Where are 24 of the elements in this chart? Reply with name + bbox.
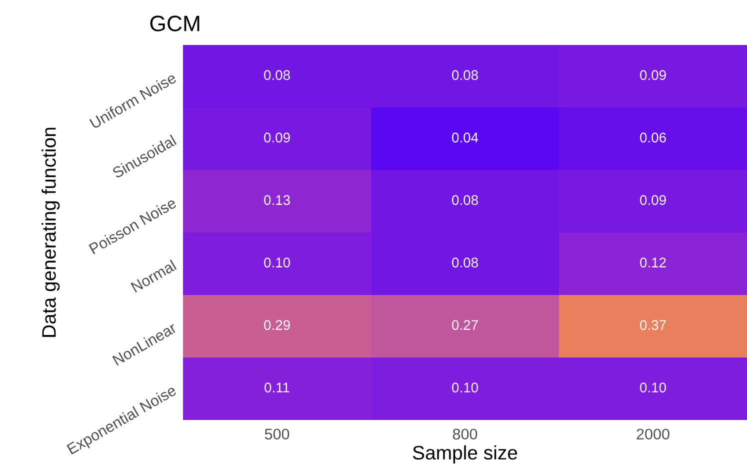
- data-label: 0.12: [640, 258, 666, 268]
- data-label: 0.09: [640, 70, 666, 80]
- data-label: 0.10: [640, 382, 666, 392]
- y-axis-title: Data generating function: [42, 128, 60, 337]
- data-label: 0.08: [264, 70, 290, 80]
- x-axis-title: Sample size: [412, 445, 518, 464]
- data-label: 0.37: [640, 320, 666, 330]
- data-label: 0.10: [264, 258, 290, 268]
- data-label: 0.08: [452, 70, 478, 80]
- data-label: 0.08: [452, 258, 478, 268]
- data-label: 0.04: [452, 132, 478, 142]
- data-label: 0.09: [640, 195, 666, 205]
- data-label: 0.08: [452, 195, 478, 205]
- chart-title: GCM: [150, 16, 200, 32]
- data-label: 0.29: [264, 320, 290, 330]
- data-label: 0.09: [264, 132, 290, 142]
- x-tick-label: 2000: [636, 428, 670, 440]
- x-tick-label: 500: [264, 428, 290, 440]
- data-label: 0.10: [452, 382, 478, 392]
- data-label: 0.11: [264, 382, 290, 392]
- x-tick-label: 800: [452, 428, 478, 440]
- data-label: 0.27: [452, 320, 478, 330]
- data-label: 0.13: [264, 195, 290, 205]
- data-label: 0.06: [640, 132, 666, 142]
